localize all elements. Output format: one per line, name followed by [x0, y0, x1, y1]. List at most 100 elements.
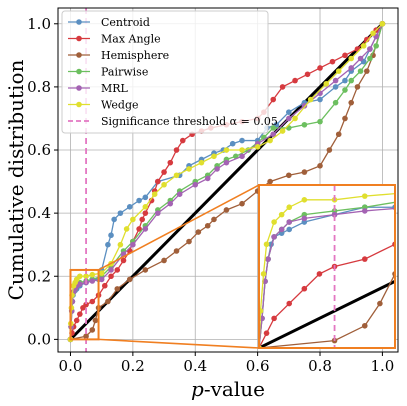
data-point-wedge	[211, 153, 217, 160]
data-point-hemisphere	[105, 298, 111, 305]
inset-data-point-mrl	[301, 215, 308, 222]
y-axis-label: Cumulative distribution	[4, 60, 28, 301]
data-point-wedge	[223, 147, 230, 153]
legend-label-wedge: Wedge	[101, 99, 139, 112]
data-point-mrl	[176, 191, 183, 198]
data-point-hemisphere	[348, 99, 355, 106]
data-point-wedge	[89, 271, 96, 278]
inset-data-point-hemisphere	[377, 300, 383, 307]
legend-item-max-angle: Max Angle	[68, 33, 161, 46]
inset-data-point-wedge	[286, 204, 293, 211]
data-point-centroid	[317, 96, 323, 103]
inset-data-point-wedge	[260, 271, 267, 277]
y-tick-label: 0.8	[27, 78, 51, 96]
data-point-pairwise	[357, 68, 364, 74]
data-point-hemisphere	[301, 169, 308, 175]
inset-series-max-angle	[259, 241, 395, 348]
inset-data-point-centroid	[286, 226, 293, 233]
legend-item-pairwise: Pairwise	[68, 66, 148, 79]
data-point-centroid	[111, 216, 117, 223]
data-point-hemisphere	[142, 267, 149, 273]
data-point-max-angle	[139, 216, 146, 223]
data-point-mrl	[214, 166, 220, 172]
inset-data-point-mrl	[265, 256, 271, 262]
data-point-wedge	[239, 147, 245, 153]
data-point-max-angle	[179, 137, 186, 144]
data-point-max-angle	[73, 317, 80, 324]
legend-label-centroid: Centroid	[101, 16, 150, 29]
legend-marker-hemisphere	[76, 52, 82, 58]
data-point-hemisphere	[326, 147, 333, 153]
data-point-mrl	[108, 267, 114, 273]
x-tick-label: 0.4	[183, 357, 207, 375]
data-point-mrl	[357, 55, 364, 62]
data-point-mrl	[223, 159, 230, 166]
data-point-mrl	[332, 77, 339, 84]
data-point-hemisphere	[354, 84, 361, 90]
y-tick-label: 0.6	[27, 141, 51, 159]
data-point-max-angle	[167, 159, 174, 166]
legend-item-hemisphere: Hemisphere	[68, 49, 169, 62]
inset-data-point-max-angle	[286, 300, 293, 307]
data-point-max-angle	[114, 267, 121, 273]
data-point-wedge	[151, 191, 158, 198]
data-point-max-angle	[108, 273, 114, 280]
data-point-mrl	[204, 175, 211, 182]
data-point-wedge	[77, 273, 83, 280]
data-point-wedge	[292, 115, 298, 122]
y-tick-label: 0.4	[27, 204, 51, 222]
data-point-max-angle	[364, 36, 370, 43]
inset-data-point-wedge	[271, 219, 277, 225]
data-point-wedge	[123, 226, 130, 232]
inset-data-point-mrl	[271, 234, 277, 240]
data-point-pairwise	[348, 77, 355, 84]
data-point-hemisphere	[173, 248, 180, 254]
data-point-centroid	[136, 197, 142, 204]
data-point-centroid	[108, 232, 114, 239]
legend-label-hemisphere: Hemisphere	[101, 49, 169, 62]
data-point-max-angle	[101, 282, 108, 289]
data-point-centroid	[229, 140, 236, 147]
inset-data-point-max-angle	[361, 256, 368, 262]
data-point-centroid	[117, 210, 124, 216]
data-point-mrl	[286, 115, 292, 122]
data-point-max-angle	[83, 301, 89, 308]
y-tick-label: 0.2	[27, 267, 51, 285]
data-point-mrl	[77, 281, 83, 287]
inset-zoom-indicator	[69, 184, 260, 349]
inset-data-point-mrl	[361, 208, 368, 214]
data-point-wedge	[348, 55, 355, 62]
data-point-wedge	[173, 172, 180, 179]
data-point-hemisphere	[286, 172, 292, 179]
data-point-max-angle	[279, 84, 286, 90]
data-point-max-angle	[342, 52, 348, 59]
zoom-source-rect	[69, 268, 100, 341]
series-mrl	[67, 20, 386, 343]
data-point-hemisphere	[204, 222, 211, 229]
data-point-hemisphere	[317, 162, 323, 169]
x-tick-label: 0.6	[246, 357, 270, 375]
data-point-hemisphere	[89, 327, 96, 333]
inset-data-point-wedge	[301, 197, 308, 203]
legend-marker-pairwise	[76, 68, 82, 75]
data-point-wedge	[335, 68, 342, 74]
data-point-pairwise	[373, 43, 379, 49]
data-point-wedge	[323, 80, 330, 87]
data-point-wedge	[117, 241, 124, 248]
data-point-mrl	[89, 278, 96, 284]
series-max-angle	[67, 20, 386, 343]
legend-marker-mrl	[76, 85, 82, 91]
data-point-pairwise	[367, 55, 373, 62]
legend-marker-centroid	[76, 19, 82, 25]
data-point-hemisphere	[223, 207, 230, 213]
legend-item-centroid: Centroid	[68, 16, 150, 29]
data-point-max-angle	[148, 197, 155, 204]
data-point-max-angle	[155, 178, 161, 185]
data-point-wedge	[130, 216, 136, 223]
data-point-hemisphere	[364, 68, 370, 74]
y-tick-label: 1.0	[27, 15, 51, 33]
diagonal-reference-line	[69, 22, 384, 341]
data-point-wedge	[142, 204, 149, 210]
data-point-hemisphere	[83, 333, 89, 340]
inset-data-point-mrl	[286, 219, 293, 225]
